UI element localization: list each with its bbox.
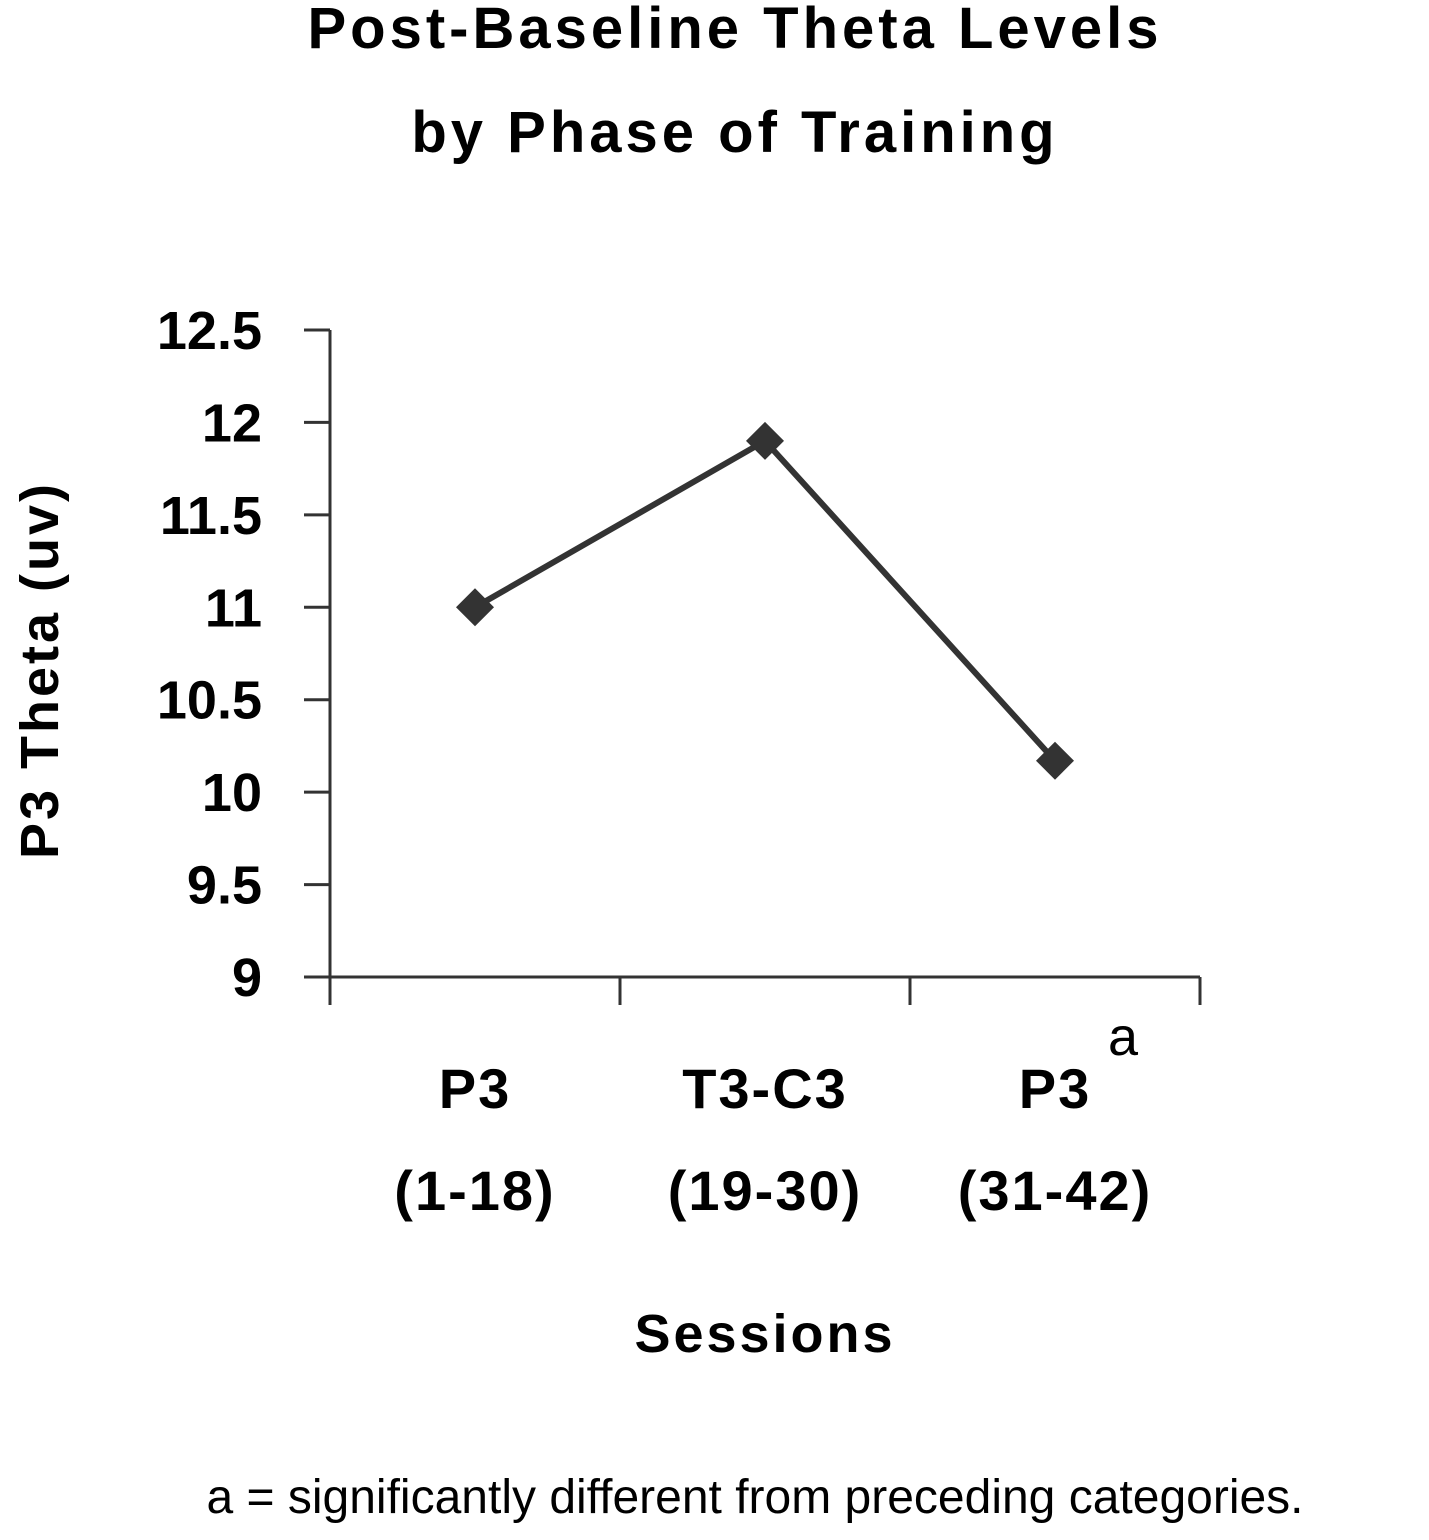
footnote: a = significantly different from precedi…	[206, 1471, 1303, 1524]
y-axis-ticks: 12.5 12 11.5 11 10.5 10 9.5 9	[157, 301, 330, 1008]
y-tick-label: 10	[202, 763, 262, 823]
y-tick-label: 12	[202, 393, 262, 453]
y-tick-label: 9	[232, 948, 262, 1008]
axes	[328, 330, 1202, 1005]
x-axis-label: Sessions	[634, 1304, 895, 1364]
y-tick-label: 9.5	[187, 856, 262, 916]
x-category-sublabel: (1-18)	[394, 1159, 555, 1222]
y-tick-label: 10.5	[157, 671, 262, 731]
chart-title-line-2: by Phase of Training	[411, 100, 1058, 165]
y-tick-label: 11.5	[160, 486, 262, 546]
data-point	[746, 421, 784, 460]
data-point	[456, 588, 494, 627]
x-category-label: T3-C3	[682, 1057, 848, 1120]
series-line	[456, 421, 1074, 780]
x-category-sublabel: (31-42)	[958, 1159, 1153, 1222]
y-axis-label: P3 Theta (uv)	[10, 481, 70, 859]
x-category-label: P3	[439, 1057, 512, 1120]
x-category-label: P3	[1019, 1057, 1092, 1120]
y-tick-label: 12.5	[157, 301, 262, 361]
x-axis-categories: P3 (1-18) T3-C3 (19-30) P3 (31-42) a	[394, 1007, 1153, 1222]
series-path	[473, 437, 1058, 763]
y-tick-label: 11	[205, 578, 262, 638]
x-category-sublabel: (19-30)	[668, 1159, 863, 1222]
chart-title-line-1: Post-Baseline Theta Levels	[307, 0, 1162, 61]
significance-superscript: a	[1108, 1007, 1139, 1067]
data-point	[1036, 741, 1074, 780]
